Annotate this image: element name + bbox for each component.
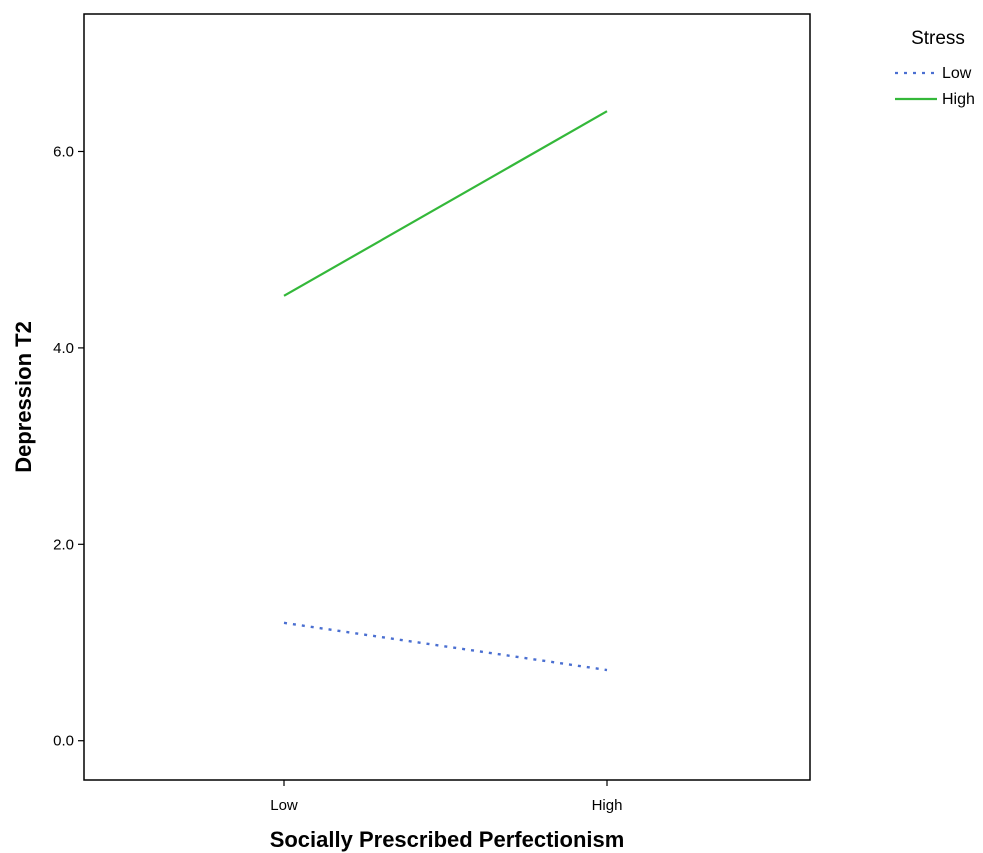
y-tick-label: 4.0 xyxy=(53,340,74,357)
legend-label-high: High xyxy=(942,91,975,108)
y-tick-label: 6.0 xyxy=(53,143,74,160)
series-line-low xyxy=(284,623,607,670)
x-tick-label: Low xyxy=(270,797,298,814)
y-tick-label: 0.0 xyxy=(53,733,74,750)
x-axis-title: Socially Prescribed Perfectionism xyxy=(270,827,625,852)
series-line-high xyxy=(284,111,607,296)
plot-frame xyxy=(84,14,810,780)
x-tick-label: High xyxy=(592,797,623,814)
legend: Stress Low High xyxy=(895,28,975,108)
y-axis-title: Depression T2 xyxy=(11,321,36,473)
legend-title: Stress xyxy=(911,28,965,49)
y-tick-label: 2.0 xyxy=(53,536,74,553)
legend-label-low: Low xyxy=(942,65,972,82)
